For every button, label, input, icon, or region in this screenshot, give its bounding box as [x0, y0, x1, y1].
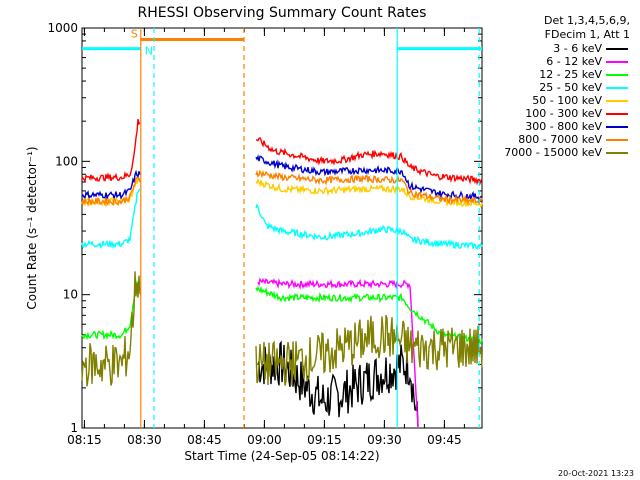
- legend-swatch: [606, 152, 628, 154]
- legend-label: 7000 - 15000 keV: [504, 146, 602, 159]
- series-line: [81, 119, 483, 186]
- legend-label: 100 - 300 keV: [525, 107, 602, 120]
- legend-header-detectors: Det 1,3,4,5,6,9,: [543, 14, 630, 27]
- legend-entry: 800 - 7000 keV: [490, 133, 630, 146]
- legend-label: 300 - 800 keV: [525, 120, 602, 133]
- legend-header-decimation: FDecim 1, Att 1: [544, 28, 630, 41]
- legend-entry: 7000 - 15000 keV: [490, 146, 630, 159]
- x-tick-label: 08:30: [127, 433, 162, 447]
- x-tick-label: 09:00: [247, 433, 282, 447]
- series-50-100keV: [81, 177, 483, 209]
- y-tick-label: 1: [70, 421, 78, 435]
- legend-swatch: [606, 48, 628, 50]
- legend-swatch: [606, 126, 628, 128]
- legend-entry: 6 - 12 keV: [490, 55, 630, 68]
- y-tick-label: 1000: [47, 21, 78, 35]
- series-7000-15000keV: [81, 271, 483, 387]
- legend-label: 800 - 7000 keV: [518, 133, 602, 146]
- series-line: [81, 271, 483, 387]
- series-line: [257, 277, 419, 427]
- x-axis-label: Start Time (24-Sep-05 08:14:22): [184, 449, 379, 463]
- legend-label: 3 - 6 keV: [553, 42, 602, 55]
- annotation-s: S: [131, 27, 138, 40]
- timestamp: 20-Oct-2021 13:23: [558, 469, 634, 478]
- legend-label: 25 - 50 keV: [539, 81, 602, 94]
- annotation-n: N: [145, 45, 153, 58]
- x-tick-label: 09:30: [367, 433, 402, 447]
- legend-swatch: [606, 113, 628, 115]
- series-12-25keV: [81, 279, 483, 345]
- legend-swatch: [606, 61, 628, 63]
- legend-swatch: [606, 100, 628, 102]
- series-line: [257, 340, 419, 427]
- x-tick-label: 09:45: [427, 433, 462, 447]
- y-tick-label: 100: [55, 154, 78, 168]
- plot-frame: [81, 27, 483, 429]
- x-tick-label: 08:15: [67, 433, 102, 447]
- legend-entry: 3 - 6 keV: [490, 42, 630, 55]
- series-300-800keV: [81, 154, 483, 203]
- legend-swatch: [606, 74, 628, 76]
- series-6-12keV: [257, 277, 419, 427]
- series-line: [81, 188, 483, 250]
- series-25-50keV: [81, 188, 483, 250]
- series-800-7000keV: [81, 169, 483, 207]
- x-tick-label: 08:45: [187, 433, 222, 447]
- series-3-6keV: [257, 340, 419, 427]
- legend-swatch: [606, 139, 628, 141]
- legend-entry: 100 - 300 keV: [490, 107, 630, 120]
- series-line: [81, 169, 483, 207]
- legend-entry: 12 - 25 keV: [490, 68, 630, 81]
- legend-swatch: [606, 87, 628, 89]
- legend-entry: 25 - 50 keV: [490, 81, 630, 94]
- x-tick-label: 09:15: [307, 433, 342, 447]
- legend-label: 12 - 25 keV: [539, 68, 602, 81]
- legend-label: 50 - 100 keV: [532, 94, 602, 107]
- legend-entry: 50 - 100 keV: [490, 94, 630, 107]
- series-100-300keV: [81, 119, 483, 186]
- legend-label: 6 - 12 keV: [546, 55, 602, 68]
- series-line: [81, 279, 483, 345]
- y-axis-label: Count Rate (s⁻¹ detector⁻¹): [25, 146, 39, 309]
- chart-title: RHESSI Observing Summary Count Rates: [138, 5, 427, 21]
- legend-entry: 300 - 800 keV: [490, 120, 630, 133]
- y-tick-label: 10: [63, 288, 78, 302]
- series-line: [81, 154, 483, 203]
- series-line: [81, 177, 483, 209]
